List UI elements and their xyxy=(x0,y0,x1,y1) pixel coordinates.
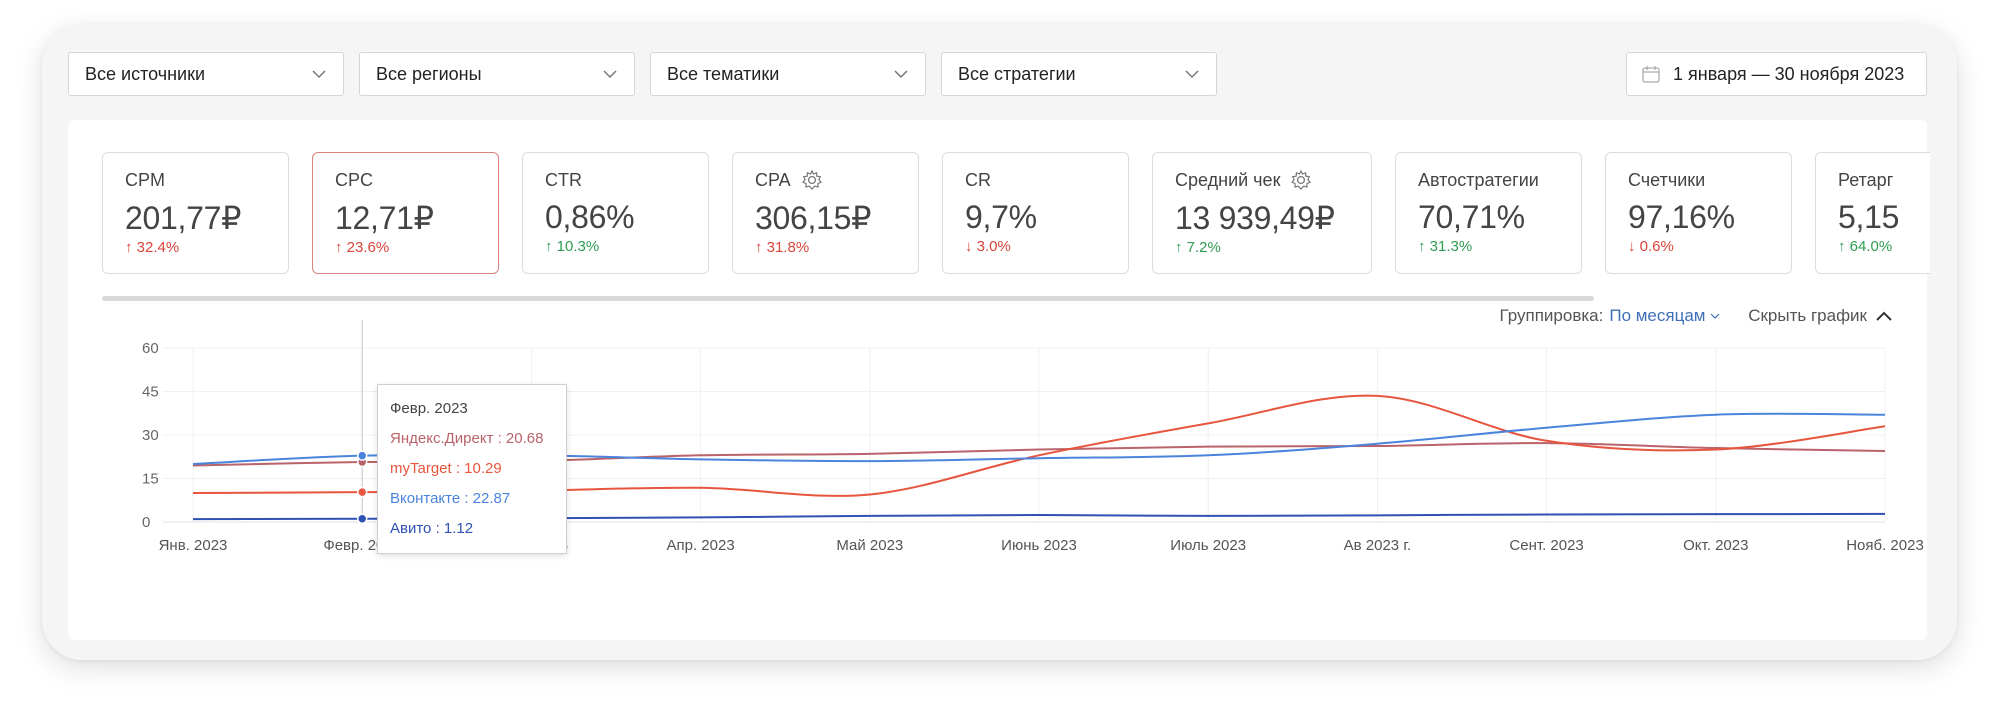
kpi-name: Средний чек xyxy=(1175,169,1349,191)
topics-dropdown-label: Все тематики xyxy=(667,63,780,84)
kpi-name-text: Средний чек xyxy=(1175,169,1281,190)
kpi-name: Счетчики xyxy=(1628,169,1769,191)
grouping-dropdown[interactable]: По месяцам xyxy=(1609,306,1720,326)
x-tick-label: Май 2023 xyxy=(836,537,903,554)
chevron-down-icon xyxy=(894,70,908,79)
kpi-scrollbar[interactable] xyxy=(102,296,1594,301)
chevron-down-icon xyxy=(1710,313,1720,319)
x-tick-label: Янв. 2023 xyxy=(159,537,228,554)
topics-dropdown[interactable]: Все тематики xyxy=(650,52,926,96)
regions-dropdown-label: Все регионы xyxy=(376,63,482,84)
sources-dropdown[interactable]: Все источники xyxy=(68,52,344,96)
kpi-name: CPA xyxy=(755,169,896,191)
kpi-card[interactable]: Средний чек 13 939,49₽ ↑ 7.2% xyxy=(1152,152,1372,274)
kpi-name-text: CR xyxy=(965,169,991,190)
kpi-name: CPC xyxy=(335,169,476,191)
regions-dropdown[interactable]: Все регионы xyxy=(359,52,635,96)
chevron-up-icon xyxy=(1876,311,1892,321)
series-point xyxy=(356,486,368,498)
kpi-value: 9,7% xyxy=(965,199,1037,235)
series-point xyxy=(356,513,368,525)
kpi-name: Ретарг xyxy=(1838,169,1930,191)
kpi-name-text: CPM xyxy=(125,169,165,190)
kpi-strip: CPM 201,77₽ ↑ 32.4% CPC 12,71₽ ↑ 23.6% CTR 0,86… xyxy=(102,152,1930,276)
kpi-value: 0,86% xyxy=(545,199,635,235)
kpi-card[interactable]: Счетчики 97,16% ↓ 0.6% xyxy=(1605,152,1792,274)
kpi-value: 13 939,49₽ xyxy=(1175,200,1335,236)
chevron-down-icon xyxy=(1185,70,1199,79)
kpi-value: 70,71% xyxy=(1418,199,1525,235)
kpi-value: 306,15₽ xyxy=(755,200,872,236)
metrics-panel: CPM 201,77₽ ↑ 32.4% CPC 12,71₽ ↑ 23.6% CTR 0,86… xyxy=(68,120,1930,640)
gear-icon[interactable] xyxy=(1290,169,1312,191)
gear-icon[interactable] xyxy=(801,169,823,191)
calendar-icon xyxy=(1642,66,1660,83)
grouping-label: Группировка: xyxy=(1499,306,1604,325)
kpi-card[interactable]: CR 9,7% ↓ 3.0% xyxy=(942,152,1129,274)
grouping-value: По месяцам xyxy=(1609,306,1706,325)
kpi-name-text: Счетчики xyxy=(1628,169,1706,190)
kpi-name: CPM xyxy=(125,169,266,191)
kpi-delta: ↓ 3.0% xyxy=(965,238,1011,255)
kpi-value: 12,71₽ xyxy=(335,200,434,236)
kpi-delta: ↑ 10.3% xyxy=(545,238,600,255)
kpi-card[interactable]: CPM 201,77₽ ↑ 32.4% xyxy=(102,152,289,274)
kpi-name: Автостратегии xyxy=(1418,169,1559,191)
kpi-delta: ↑ 31.8% xyxy=(755,239,810,256)
kpi-name-text: CTR xyxy=(545,169,582,190)
kpi-delta: ↑ 31.3% xyxy=(1418,238,1473,255)
series-point xyxy=(356,450,368,461)
kpi-card[interactable]: CTR 0,86% ↑ 10.3% xyxy=(522,152,709,274)
kpi-delta: ↑ 64.0% xyxy=(1838,238,1893,255)
y-tick-label: 60 xyxy=(142,340,159,357)
x-tick-label: Нояб. 2023 xyxy=(1846,537,1924,554)
x-tick-label: Июль 2023 xyxy=(1170,537,1246,554)
x-tick-label: Июнь 2023 xyxy=(1001,537,1077,554)
y-tick-label: 0 xyxy=(142,514,150,531)
kpi-card[interactable]: Ретарг 5,15 ↑ 64.0% xyxy=(1815,152,1930,274)
analytics-card: Все источники Все регионы Все тематики В… xyxy=(42,24,1957,660)
kpi-card[interactable]: Автостратегии 70,71% ↑ 31.3% xyxy=(1395,152,1582,274)
x-tick-label: Сент. 2023 xyxy=(1509,537,1583,554)
kpi-value: 97,16% xyxy=(1628,199,1735,235)
x-tick-label: Ав 2023 г. xyxy=(1344,537,1412,554)
kpi-value: 5,15 xyxy=(1838,199,1900,235)
tooltip-row-vk: Вконтакте : 22.87 xyxy=(390,490,511,507)
strategies-dropdown[interactable]: Все стратегии xyxy=(941,52,1217,96)
strategies-dropdown-label: Все стратегии xyxy=(958,63,1076,84)
kpi-name-text: Автостратегии xyxy=(1418,169,1539,190)
kpi-name: CTR xyxy=(545,169,686,191)
kpi-delta: ↑ 23.6% xyxy=(335,239,390,256)
kpi-card[interactable]: CPC 12,71₽ ↑ 23.6% xyxy=(312,152,499,274)
kpi-name: CR xyxy=(965,169,1106,191)
date-range-picker[interactable]: 1 января — 30 ноября 2023 xyxy=(1626,52,1927,96)
kpi-delta: ↓ 0.6% xyxy=(1628,238,1674,255)
sources-dropdown-label: Все источники xyxy=(85,63,206,84)
tooltip-row-avito: Авито : 1.12 xyxy=(390,520,474,537)
filter-bar: Все источники Все регионы Все тематики В… xyxy=(68,52,1927,98)
kpi-delta: ↑ 7.2% xyxy=(1175,239,1221,256)
chevron-down-icon xyxy=(603,70,617,79)
x-tick-label: Апр. 2023 xyxy=(667,537,735,554)
y-tick-label: 45 xyxy=(142,384,159,401)
hide-chart-label: Скрыть график xyxy=(1748,306,1867,325)
kpi-value: 201,77₽ xyxy=(125,200,242,236)
x-tick-label: Окт. 2023 xyxy=(1683,537,1748,554)
tooltip-row-yandex: Яндекс.Директ : 20.68 xyxy=(390,430,544,447)
tooltip-title: Февр. 2023 xyxy=(390,400,468,417)
chart-controls: Группировка: По месяцам Скрыть график xyxy=(1499,306,1893,326)
hide-chart-button[interactable]: Скрыть график xyxy=(1748,306,1893,326)
kpi-card[interactable]: CPA 306,15₽ ↑ 31.8% xyxy=(732,152,919,274)
kpi-name-text: CPC xyxy=(335,169,374,190)
kpi-delta: ↑ 32.4% xyxy=(125,239,180,256)
tooltip-row-mytarget: myTarget : 10.29 xyxy=(390,460,502,477)
y-tick-label: 30 xyxy=(142,427,159,444)
chart-tooltip: Февр. 2023 Яндекс.Директ : 20.68 myTarge… xyxy=(377,384,567,554)
chevron-down-icon xyxy=(312,70,326,79)
kpi-name-text: CPA xyxy=(755,169,791,190)
y-tick-label: 15 xyxy=(142,471,159,488)
kpi-name-text: Ретарг xyxy=(1838,169,1894,190)
date-range-label: 1 января — 30 ноября 2023 xyxy=(1673,63,1905,84)
